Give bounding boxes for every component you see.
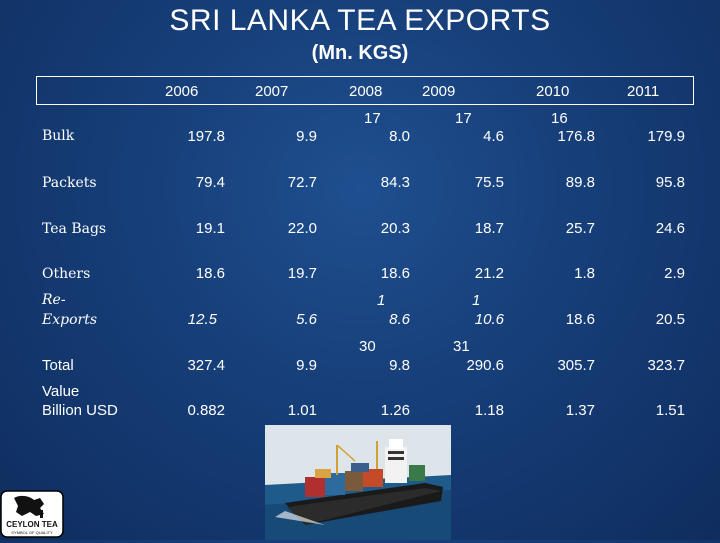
bulk-2011: 179.9 xyxy=(647,128,685,145)
row-label-packets: Packets xyxy=(42,175,97,191)
value-2007: 1.01 xyxy=(287,402,317,419)
packets-2010: 89.8 xyxy=(565,174,595,191)
total-2006: 327.4 xyxy=(187,357,225,374)
logo-text-sub: SYMBOL OF QUALITY xyxy=(11,530,53,535)
bulk-extra-2009: 17 xyxy=(455,110,472,127)
teabags-2009: 18.7 xyxy=(474,220,504,237)
year-header-2010: 2010 xyxy=(536,83,570,100)
teabags-2010: 25.7 xyxy=(565,220,595,237)
teabags-2011: 24.6 xyxy=(655,220,685,237)
others-2006: 18.6 xyxy=(195,265,225,282)
year-header-2011: 2011 xyxy=(627,83,660,100)
total-2007: 9.9 xyxy=(296,357,317,374)
bulk-2009: 4.6 xyxy=(483,128,504,145)
ceylon-tea-logo: CEYLON TEA SYMBOL OF QUALITY xyxy=(0,490,64,538)
reexports-2007: 5.6 xyxy=(296,311,317,328)
others-2008: 18.6 xyxy=(380,265,410,282)
bulk-extra-2008: 17 xyxy=(364,110,381,127)
bulk-2010: 176.8 xyxy=(557,128,595,145)
others-2009: 21.2 xyxy=(474,265,504,282)
reexports-extra-2008: 1 xyxy=(377,292,386,309)
container-ship-image xyxy=(265,425,451,540)
total-2009: 290.6 xyxy=(466,357,504,374)
total-2010: 305.7 xyxy=(557,357,595,374)
value-2011: 1.51 xyxy=(655,402,685,419)
row-label-reexports-line1: Re- xyxy=(42,292,66,308)
header-row-frame xyxy=(36,76,694,105)
reexports-2009: 10.6 xyxy=(474,311,504,328)
packets-2007: 72.7 xyxy=(287,174,317,191)
others-2011: 2.9 xyxy=(664,265,685,282)
teabags-2008: 20.3 xyxy=(380,220,410,237)
row-label-tea-bags: Tea Bags xyxy=(42,221,107,237)
value-2009: 1.18 xyxy=(474,402,504,419)
row-label-bulk: Bulk xyxy=(42,128,75,144)
year-header-2009: 2009 xyxy=(422,83,456,100)
year-header-2008: 2008 xyxy=(349,83,383,100)
page-title: SRI LANKA TEA EXPORTS xyxy=(169,4,551,37)
row-label-reexports-line2: Exports xyxy=(42,312,98,328)
packets-2006: 79.4 xyxy=(195,174,225,191)
teabags-2007: 22.0 xyxy=(287,220,317,237)
others-2010: 1.8 xyxy=(574,265,595,282)
packets-2008: 84.3 xyxy=(380,174,410,191)
row-label-total: Total xyxy=(42,357,74,374)
total-2011: 323.7 xyxy=(647,357,685,374)
total-extra-2009: 31 xyxy=(453,338,470,355)
reexports-2008: 8.6 xyxy=(389,311,410,328)
packets-2011: 95.8 xyxy=(655,174,685,191)
others-2007: 19.7 xyxy=(287,265,317,282)
bulk-extra-2010: 16 xyxy=(551,110,568,127)
row-label-others: Others xyxy=(42,266,91,282)
page-subtitle: (Mn. KGS) xyxy=(311,42,409,64)
reexports-2006: 12.5 xyxy=(187,311,217,328)
bulk-2007: 9.9 xyxy=(296,128,317,145)
reexports-extra-2009: 1 xyxy=(472,292,481,309)
year-header-2006: 2006 xyxy=(165,83,199,100)
reexports-2010: 18.6 xyxy=(565,311,595,328)
logo-text-main: CEYLON TEA xyxy=(6,520,58,529)
teabags-2006: 19.1 xyxy=(195,220,225,237)
total-2008: 9.8 xyxy=(389,357,410,374)
packets-2009: 75.5 xyxy=(474,174,504,191)
value-2006: 0.882 xyxy=(187,402,225,419)
value-2008: 1.26 xyxy=(380,402,410,419)
bulk-2006: 197.8 xyxy=(187,128,225,145)
row-label-value-line2: Billion USD xyxy=(42,402,118,419)
row-label-value-line1: Value xyxy=(42,383,80,400)
value-2010: 1.37 xyxy=(565,402,595,419)
year-header-2007: 2007 xyxy=(255,83,289,100)
reexports-2011: 20.5 xyxy=(655,311,685,328)
bulk-2008: 8.0 xyxy=(389,128,410,145)
total-extra-2008: 30 xyxy=(359,338,376,355)
